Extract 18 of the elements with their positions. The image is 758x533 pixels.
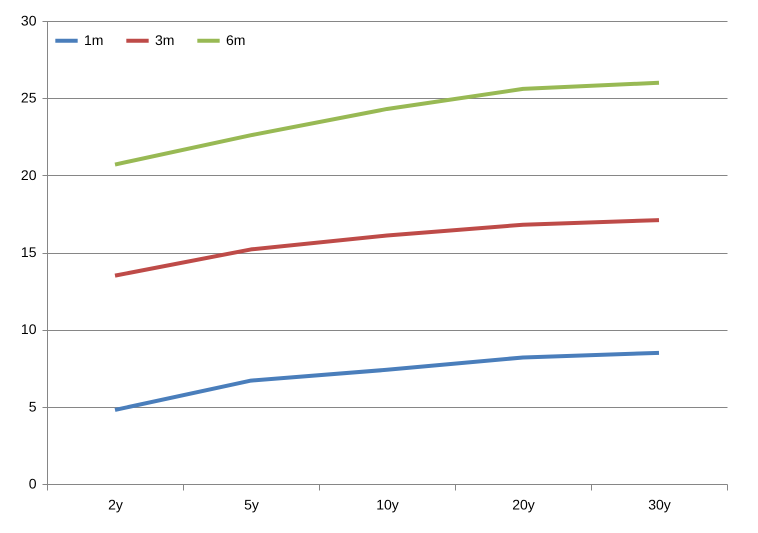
- legend-label: 6m: [226, 32, 246, 48]
- y-tick-label: 20: [20, 166, 37, 183]
- y-tick-label: 5: [28, 398, 37, 414]
- x-tick-label: 20y: [512, 496, 535, 512]
- legend-label: 3m: [155, 32, 174, 48]
- y-tick-label: 30: [20, 12, 37, 28]
- y-tick-label: 10: [20, 321, 37, 338]
- x-tick-label: 5y: [244, 496, 259, 512]
- x-tick-label: 2y: [108, 496, 123, 512]
- line-series: [113, 218, 661, 278]
- y-tick-label: 25: [20, 90, 37, 106]
- line-series: [113, 350, 661, 412]
- x-tick-label: 10y: [376, 496, 399, 512]
- y-tick-label: 15: [20, 244, 37, 260]
- y-tick-label: 0: [28, 476, 37, 492]
- line-series: [113, 80, 661, 167]
- legend-label: 1m: [84, 32, 104, 48]
- x-tick-label: 30y: [648, 496, 671, 512]
